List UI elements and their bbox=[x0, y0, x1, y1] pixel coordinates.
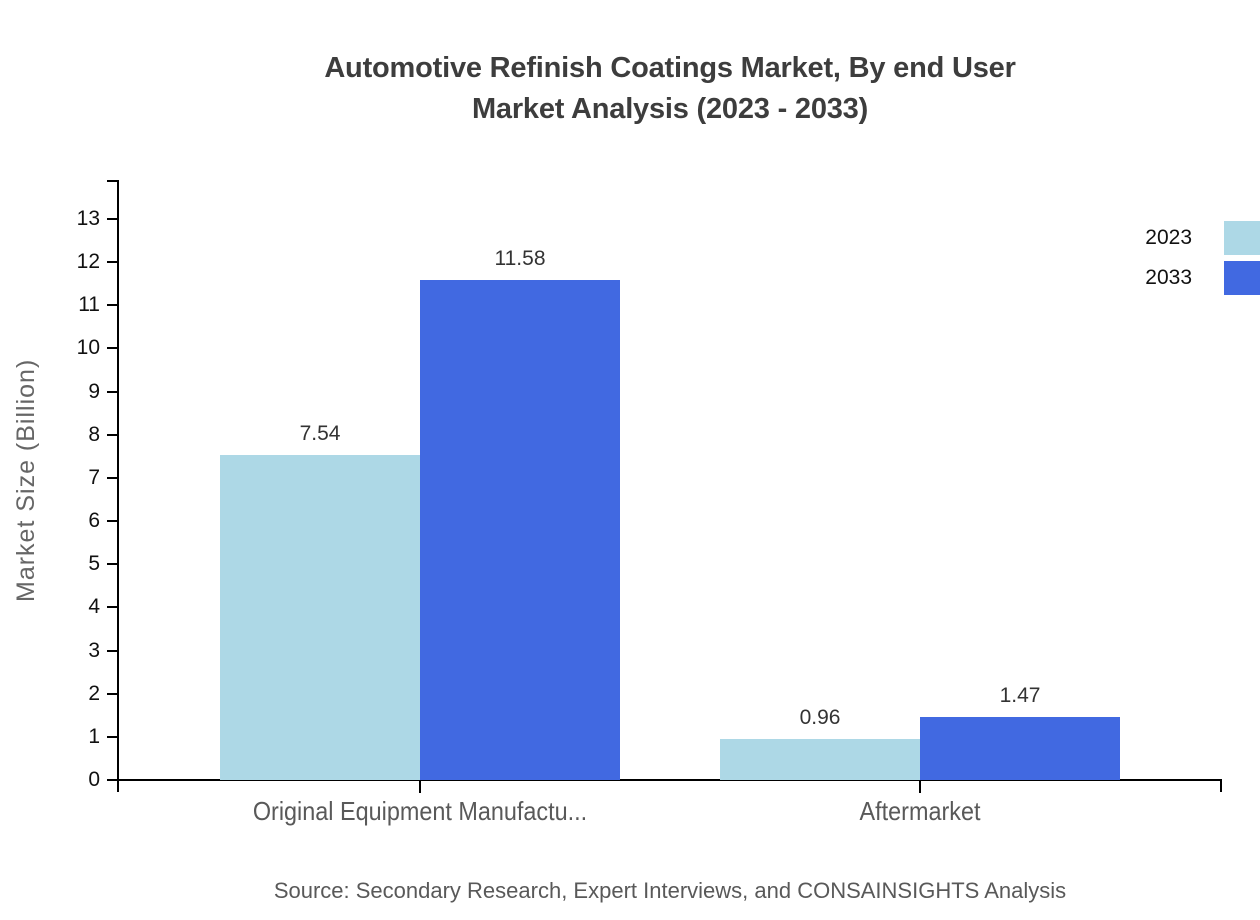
legend-label: 2023 bbox=[1145, 226, 1192, 249]
x-tick-mark bbox=[419, 780, 421, 793]
y-tick-label: 13 bbox=[76, 206, 100, 230]
y-tick-mark bbox=[107, 735, 118, 738]
y-tick-mark bbox=[107, 390, 118, 393]
y-tick-mark bbox=[107, 476, 118, 479]
bar-2033-0 bbox=[420, 280, 620, 780]
y-tick-mark bbox=[107, 347, 118, 350]
y-tick-mark bbox=[107, 261, 118, 263]
y-axis-top-cap bbox=[107, 180, 118, 182]
y-tick-label: 10 bbox=[76, 336, 100, 360]
legend-swatch-icon bbox=[1224, 221, 1260, 255]
bar-value-label: 11.58 bbox=[494, 247, 546, 271]
x-axis-end-tick bbox=[1220, 780, 1222, 792]
x-category-label: Original Equipment Manufactu... bbox=[252, 796, 588, 826]
legend-item-2033: 2033 bbox=[1145, 261, 1260, 295]
y-tick-label: 7 bbox=[88, 465, 100, 489]
y-tick-label: 11 bbox=[78, 293, 100, 317]
x-axis-line bbox=[117, 779, 1222, 781]
y-tick-mark bbox=[107, 520, 118, 522]
y-tick-mark bbox=[107, 217, 118, 220]
y-tick-mark bbox=[107, 433, 118, 436]
legend-label: 2033 bbox=[1145, 266, 1192, 289]
y-tick-label: 12 bbox=[76, 250, 100, 273]
y-tick-mark bbox=[107, 606, 118, 609]
y-tick-label: 6 bbox=[88, 509, 100, 532]
legend-item-2023: 2023 bbox=[1145, 221, 1260, 255]
y-tick-label: 4 bbox=[88, 595, 100, 619]
chart-title-line2: Market Analysis (2023 - 2033) bbox=[471, 93, 869, 125]
y-tick-label: 0 bbox=[88, 768, 100, 791]
chart-title-line1: Automotive Refinish Coatings Market, By … bbox=[324, 52, 1016, 84]
y-tick-mark bbox=[107, 779, 118, 781]
y-axis-line bbox=[117, 180, 119, 792]
bar-value-label: 1.47 bbox=[999, 683, 1041, 707]
x-category-label: Aftermarket bbox=[859, 796, 981, 826]
y-tick-mark bbox=[107, 692, 118, 695]
chart-title: Automotive Refinish Coatings Market, By … bbox=[80, 48, 1260, 130]
bar-2033-1 bbox=[920, 716, 1120, 780]
y-tick-label: 2 bbox=[88, 681, 100, 705]
legend-swatch-icon bbox=[1224, 261, 1260, 295]
source-attribution: Source: Secondary Research, Expert Inter… bbox=[273, 878, 1067, 903]
y-tick-label: 9 bbox=[88, 379, 100, 403]
y-tick-mark bbox=[107, 304, 118, 307]
bar-2023-1 bbox=[720, 738, 920, 780]
bar-value-label: 7.54 bbox=[299, 421, 341, 445]
bar-2023-0 bbox=[220, 454, 420, 780]
y-tick-mark bbox=[107, 649, 118, 652]
y-tick-label: 8 bbox=[88, 422, 100, 446]
y-tick-mark bbox=[107, 563, 118, 566]
y-tick-label: 3 bbox=[88, 638, 100, 662]
y-tick-label: 5 bbox=[88, 552, 100, 576]
legend: 2023 2033 bbox=[1145, 221, 1260, 301]
x-tick-mark bbox=[919, 780, 921, 793]
y-tick-label: 1 bbox=[88, 724, 100, 748]
bar-value-label: 0.96 bbox=[799, 705, 841, 729]
